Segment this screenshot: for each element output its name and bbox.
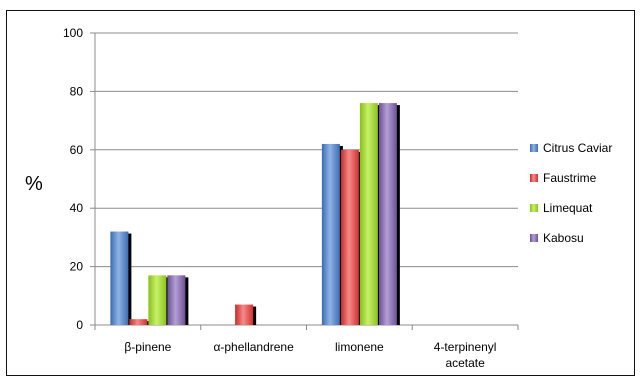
bar [129,319,148,325]
y-tick-label: 0 [76,318,83,332]
legend-label: Kabosu [543,231,584,245]
bar [359,103,378,325]
category-labels: β-pinene α-phellandrene limonene 4-terpinen… [124,340,496,370]
bar [340,149,359,325]
bar [378,103,397,325]
category-label: β-pinene [124,340,171,354]
category-label: limonene [335,340,384,354]
x-tick-marks [94,325,519,330]
category-label: α-phellandrene [213,340,294,354]
legend-label: Faustrime [543,171,597,185]
bar [110,231,129,325]
bars [110,103,400,325]
legend-swatch [530,204,538,212]
y-tick-label: 80 [70,84,84,98]
legend: Citrus Caviar Faustrime Limequat Kabosu [530,141,612,245]
legend-label: Limequat [543,201,593,215]
bar [321,143,340,325]
y-tick-label: 40 [70,201,84,215]
legend-swatch [530,174,538,182]
bar [148,275,167,325]
gridlines [95,32,518,268]
bar [167,275,186,325]
y-axis-label: % [25,173,43,195]
y-tick-label: 60 [70,143,84,157]
y-tick-label: 100 [63,26,83,40]
legend-label: Citrus Caviar [543,141,612,155]
category-label: acetate [445,356,485,370]
y-tick-label: 20 [70,260,84,274]
bar [235,304,254,325]
legend-swatch [530,234,538,242]
legend-swatch [530,144,538,152]
y-tick-labels: 0 20 40 60 80 100 [63,26,95,332]
category-label: 4-terpinenyl [434,340,497,354]
